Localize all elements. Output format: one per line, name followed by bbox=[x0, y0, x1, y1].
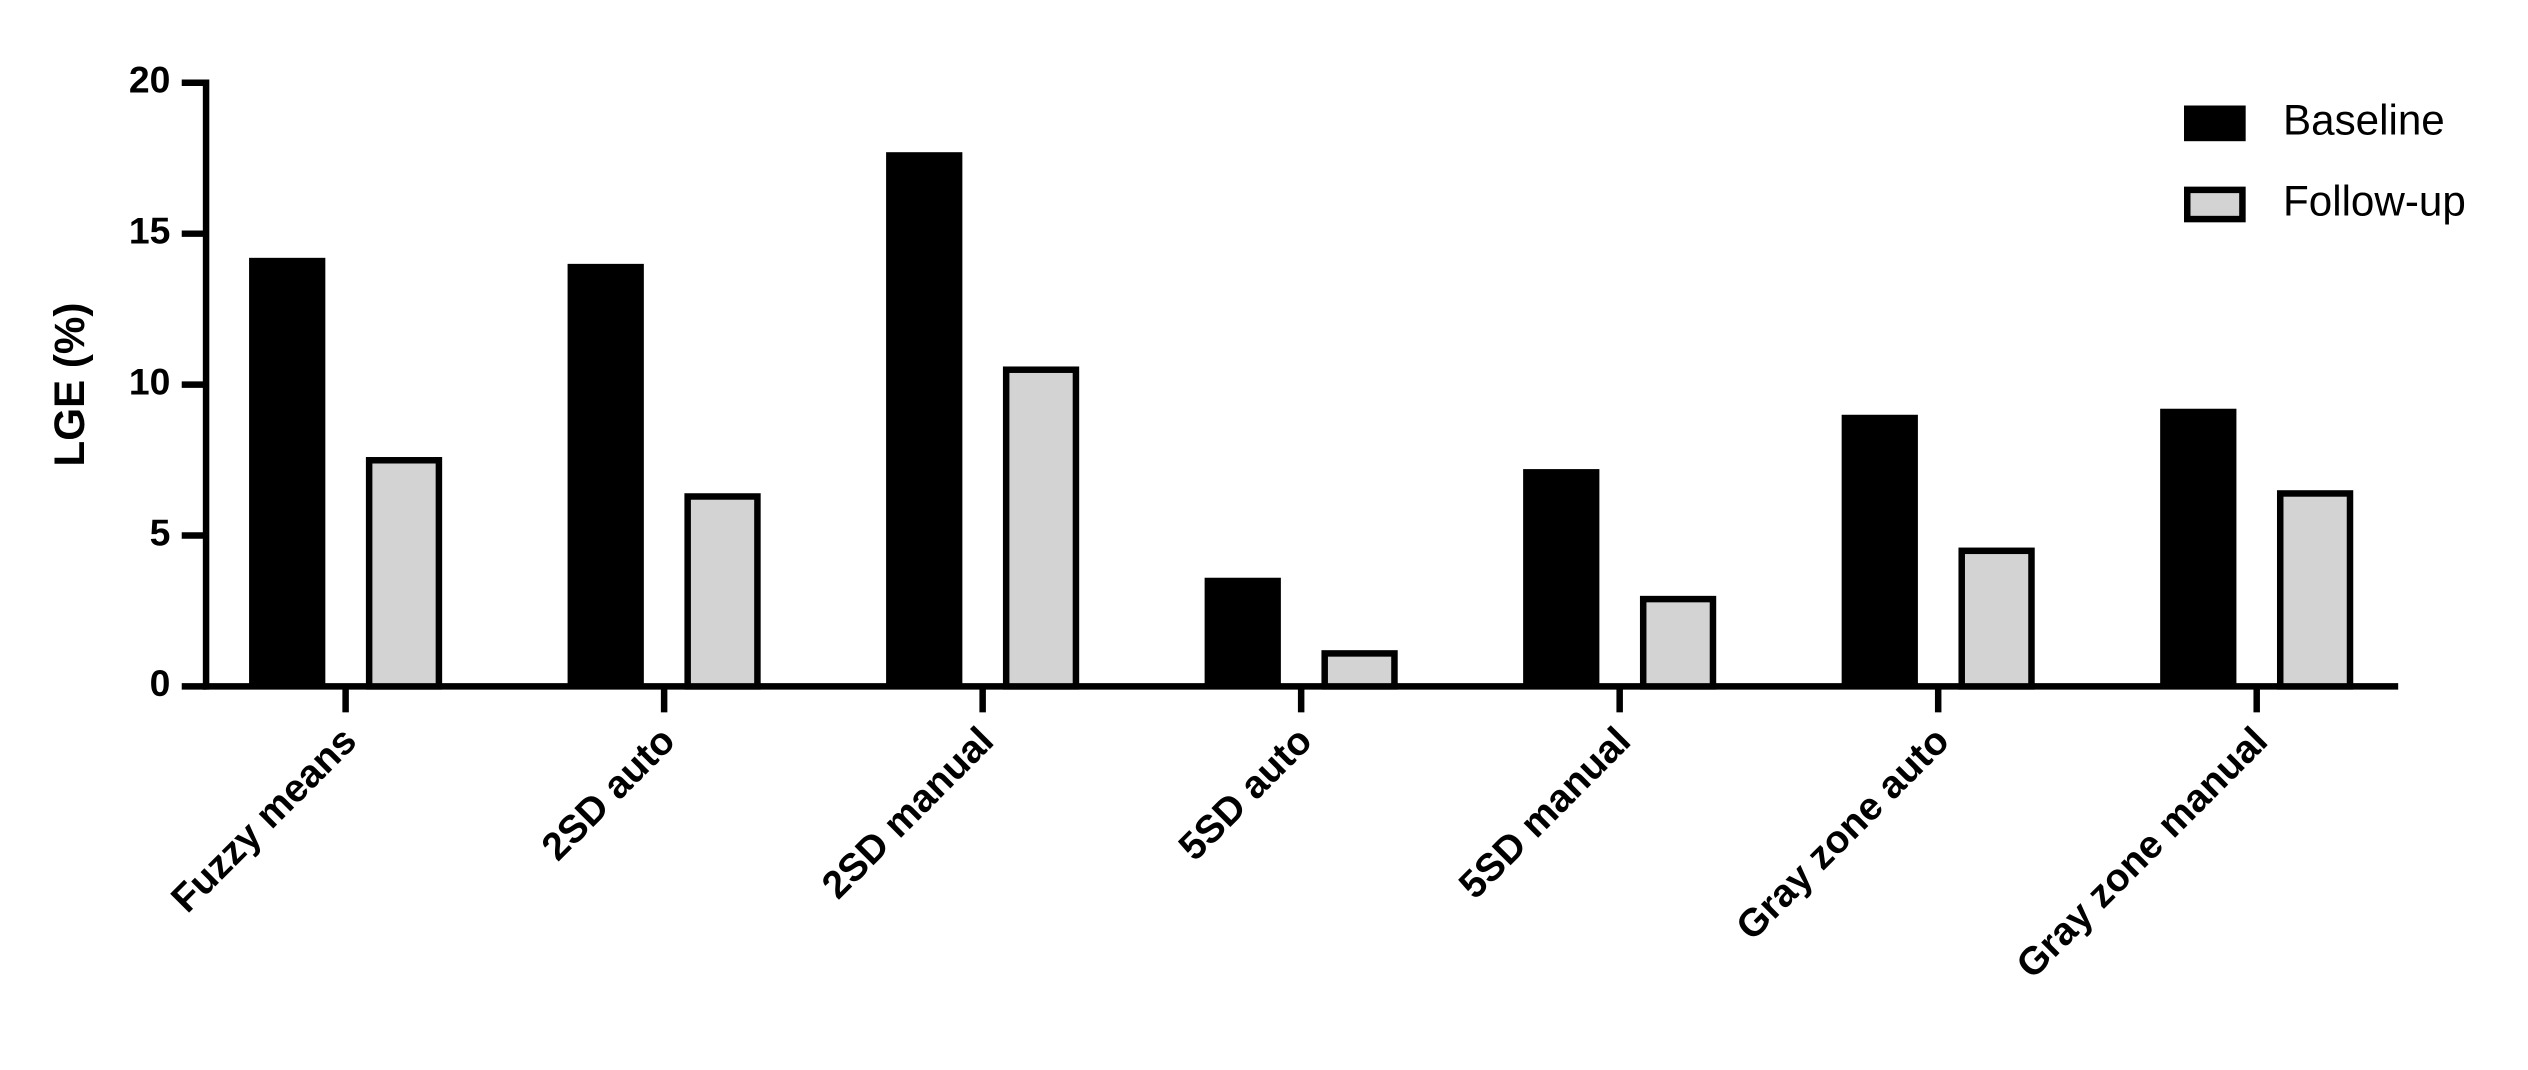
x-tick-label: 2SD manual bbox=[814, 719, 1002, 907]
bar bbox=[1523, 469, 1600, 687]
x-tick-label: 5SD auto bbox=[1171, 719, 1321, 869]
bar bbox=[249, 257, 326, 687]
y-tick-label: 5 bbox=[150, 511, 171, 553]
bar bbox=[684, 493, 761, 690]
bar bbox=[2276, 490, 2354, 690]
bar bbox=[365, 457, 443, 690]
legend-swatch bbox=[2184, 105, 2246, 142]
bar bbox=[567, 263, 644, 687]
legend-swatch bbox=[2184, 186, 2246, 223]
x-tick-label: 2SD auto bbox=[534, 719, 684, 869]
legend-label: Follow-up bbox=[2283, 178, 2466, 225]
legend-label: Baseline bbox=[2283, 96, 2445, 143]
bar bbox=[1639, 595, 1717, 690]
bar bbox=[1958, 547, 2035, 690]
bar bbox=[1321, 650, 1398, 690]
bar bbox=[1204, 577, 1281, 687]
y-tick-label: 15 bbox=[129, 210, 171, 252]
bar bbox=[1841, 414, 1918, 687]
y-tick-label: 0 bbox=[150, 662, 171, 704]
y-tick-label: 10 bbox=[129, 360, 171, 402]
x-tick-label: Gray zone auto bbox=[1728, 719, 1957, 948]
bar bbox=[1002, 366, 1080, 690]
x-tick-label: 5SD manual bbox=[1451, 719, 1639, 907]
y-tick-label: 20 bbox=[129, 59, 171, 101]
bar bbox=[2160, 408, 2237, 687]
x-tick-label: Fuzzy means bbox=[163, 719, 365, 921]
bar bbox=[886, 152, 963, 687]
y-axis-label: LGE (%) bbox=[46, 303, 93, 467]
x-tick-label: Gray zone manual bbox=[2008, 719, 2276, 987]
